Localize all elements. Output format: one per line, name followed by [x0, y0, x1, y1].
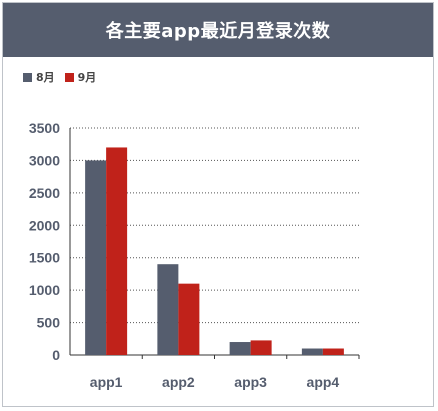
y-tick-label: 500 — [37, 315, 61, 331]
y-tick-label: 3000 — [29, 152, 60, 168]
bar-9-app2 — [178, 283, 200, 355]
legend-item-9: 9月 — [64, 69, 97, 85]
y-tick-label: 1500 — [29, 250, 60, 266]
bar-8-app2 — [157, 264, 179, 355]
bar-8-app4 — [301, 348, 323, 355]
legend-swatch-8 — [23, 72, 32, 82]
x-tick-label: app2 — [162, 374, 195, 390]
chart-frame: 各主要app最近月登录次数 8月 9月 0 500 1000 1500 2000 2500… — [2, 2, 434, 407]
legend-swatch-9 — [64, 72, 74, 82]
legend-label-9: 9月 — [77, 71, 97, 84]
x-tick-label: app4 — [307, 374, 340, 390]
x-tick-label: app3 — [234, 374, 267, 390]
bar-9-app4 — [322, 348, 344, 355]
y-tick-label: 2500 — [29, 185, 60, 201]
bar-9-app3 — [250, 340, 272, 355]
bar-8-app1 — [85, 160, 107, 355]
legend: 8月 9月 — [23, 69, 96, 85]
chart-plot: 0 500 1000 1500 2000 2500 3000 3500 app1 app2 app3… — [29, 120, 360, 390]
chart-title: 各主要app最近月登录次数 — [3, 3, 433, 57]
x-tick-label: app1 — [90, 374, 123, 390]
bar-9-app1 — [106, 147, 128, 355]
bar-8-app3 — [229, 342, 251, 355]
legend-label-8: 8月 — [36, 71, 55, 84]
y-tick-label: 0 — [52, 347, 60, 363]
legend-item-8: 8月 — [23, 69, 55, 85]
y-tick-label: 1000 — [29, 282, 60, 298]
y-tick-label: 3500 — [29, 120, 60, 136]
y-tick-label: 2000 — [29, 217, 60, 233]
